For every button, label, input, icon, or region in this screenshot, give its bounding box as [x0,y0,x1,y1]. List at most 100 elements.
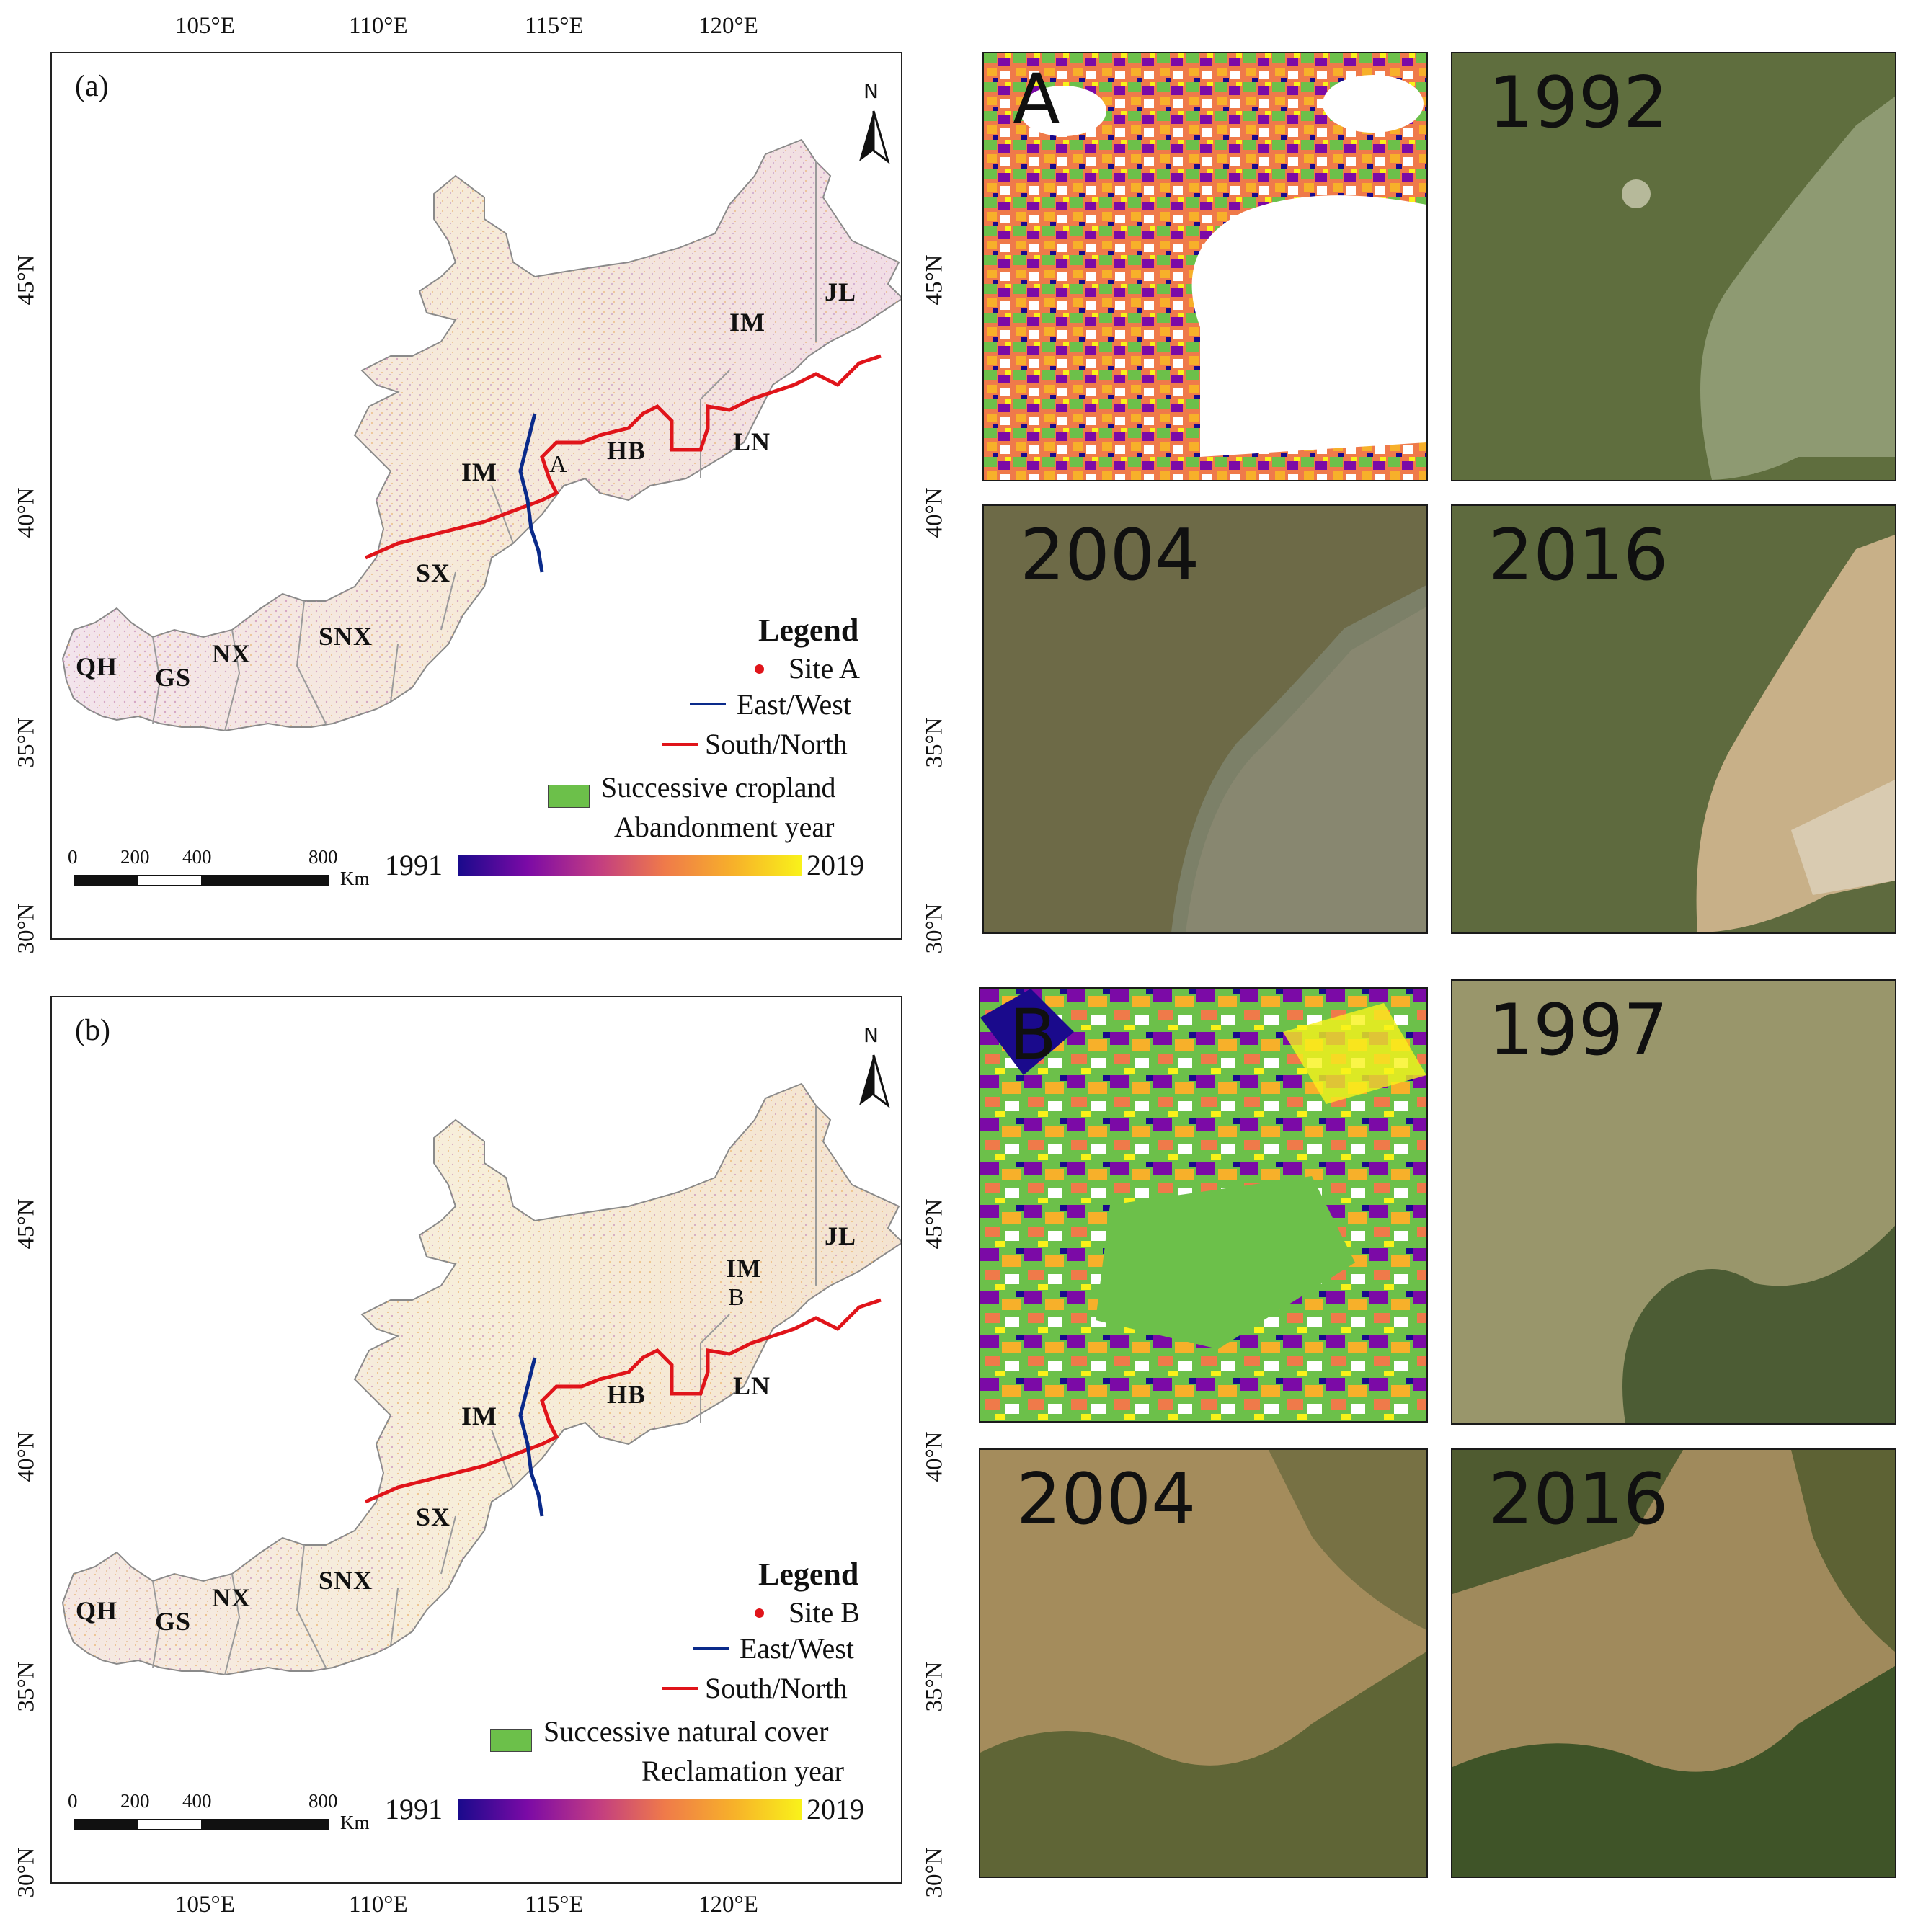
site-dot-symbol [755,1608,764,1618]
province-label: NX [212,639,251,668]
site-a-classification-map: A [982,52,1428,481]
scale-tick: 800 [308,1790,338,1812]
site-b-image-2004: 2004 [979,1448,1428,1878]
province-label: HB [607,1380,647,1409]
year-label: 1997 [1488,989,1669,1072]
scale-tick: 400 [182,1790,212,1812]
scale-tick: 200 [120,846,150,868]
panel-label: (a) [75,70,109,103]
lat-label-left: 45°N [13,1198,40,1250]
south-north-symbol [662,743,698,746]
successive-symbol [490,1729,532,1752]
south-north-symbol [662,1687,698,1690]
lat-label-right: 45°N [921,254,948,306]
top-lon-label: 105°E [175,13,235,39]
lat-label-left: 35°N [13,717,40,768]
east-west-line [518,1357,544,1517]
province-label: IM [726,1254,762,1283]
top-lon-label: 115°E [525,13,584,39]
scale-tick: 0 [68,1790,78,1812]
successive-symbol [548,785,590,808]
province-label: SX [416,558,451,587]
province-label: NX [212,1583,251,1612]
province-label: QH [76,1596,118,1625]
legend-south-north: South/North [705,1672,848,1704]
scale-tick: 800 [308,846,338,868]
legend-title: Legend [758,1557,859,1592]
province-label: IM [461,1402,497,1430]
legend-east-west: East/West [740,1632,854,1665]
province-label: JL [825,1221,857,1250]
top-lon-label: 120°E [698,13,758,39]
province-label: QH [76,652,118,681]
east-west-symbol [693,1647,729,1650]
lat-label-left: 45°N [13,254,40,306]
legend-ramp-end: 2019 [807,849,864,881]
lat-label-right: 40°N [921,487,948,538]
map-region-b [61,1054,901,1676]
east-west-line [518,413,544,573]
legend-ramp-title: Reclamation year [641,1755,844,1787]
site-b-image-1997: 1997 [1451,979,1896,1425]
scale-tick: 400 [182,846,212,868]
north-arrow [859,110,890,164]
legend-east-west: East/West [737,688,851,721]
site-a-map-label: A [1013,59,1060,140]
map-region-a [61,110,901,732]
scale-bar [74,875,329,886]
east-west-symbol [690,703,726,705]
legend-successive: Successive cropland [601,771,836,803]
lat-label-left: 35°N [13,1661,40,1712]
year-label: 2016 [1488,515,1669,597]
site-b-classification-map: B [979,987,1428,1423]
legend-south-north: South/North [705,728,848,760]
lat-label-left: 30°N [13,1847,40,1898]
legend-successive: Successive natural cover [543,1715,829,1748]
year-label: 1992 [1488,62,1669,144]
panel-label: (b) [75,1014,110,1047]
lat-label-right: 30°N [921,903,948,954]
province-label: SNX [319,1566,373,1595]
lat-label-right: 45°N [921,1198,948,1250]
color-ramp [458,855,802,876]
site-b-map-label: B [1009,994,1057,1075]
province-label: LN [733,1371,771,1400]
lat-label-left: 40°N [13,1431,40,1482]
color-ramp [458,1799,802,1820]
top-lon-label: 110°E [349,13,408,39]
province-label: HB [607,436,647,465]
legend-title: Legend [758,613,859,648]
legend-ramp-end: 2019 [807,1793,864,1825]
legend-ramp-title: Abandonment year [614,811,835,843]
north-label: N [863,79,879,103]
province-label: GS [155,1607,192,1636]
bottom-lon-label: 110°E [349,1892,408,1918]
site-a-image-2004: 2004 [982,504,1428,934]
bottom-lon-label: 105°E [175,1892,235,1918]
lat-label-right: 40°N [921,1431,948,1482]
lat-label-right: 30°N [921,1847,948,1898]
scale-bar [74,1819,329,1830]
south-north-line [364,1298,882,1504]
scale-unit: Km [340,868,370,889]
legend-ramp-start: 1991 [385,849,443,881]
site-b-image-2016: 2016 [1451,1448,1896,1878]
year-label: 2004 [1020,515,1200,597]
legend-site: Site A [789,652,860,685]
year-label: 2004 [1016,1459,1196,1541]
scale-tick: 200 [120,1790,150,1812]
province-label: LN [733,427,771,456]
lat-label-left: 40°N [13,487,40,538]
province-label: IM [461,458,497,486]
province-label: JL [825,277,857,306]
north-label: N [863,1023,879,1047]
province-label: IM [729,308,765,337]
site-a-image-1992: 1992 [1451,52,1896,481]
scale-tick: 0 [68,846,78,868]
lat-label-left: 30°N [13,903,40,954]
site-marker-label: A [549,451,567,478]
north-arrow [859,1054,890,1108]
bottom-lon-label: 120°E [698,1892,758,1918]
site-a-image-2016: 2016 [1451,504,1896,934]
south-north-line [364,354,882,560]
